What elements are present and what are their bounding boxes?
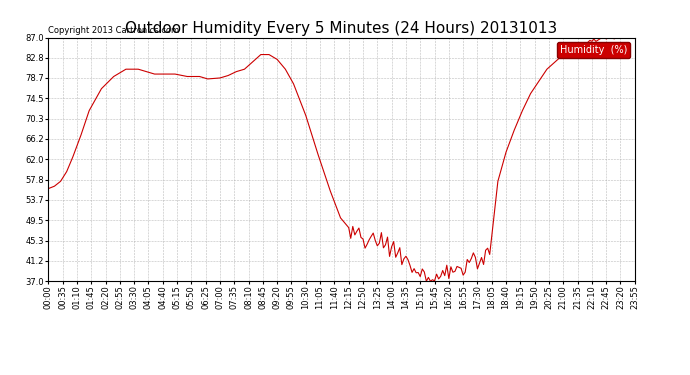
- Title: Outdoor Humidity Every 5 Minutes (24 Hours) 20131013: Outdoor Humidity Every 5 Minutes (24 Hou…: [126, 21, 558, 36]
- Text: Copyright 2013 Cartronics.com: Copyright 2013 Cartronics.com: [48, 26, 179, 35]
- Legend: Humidity  (%): Humidity (%): [557, 42, 630, 58]
